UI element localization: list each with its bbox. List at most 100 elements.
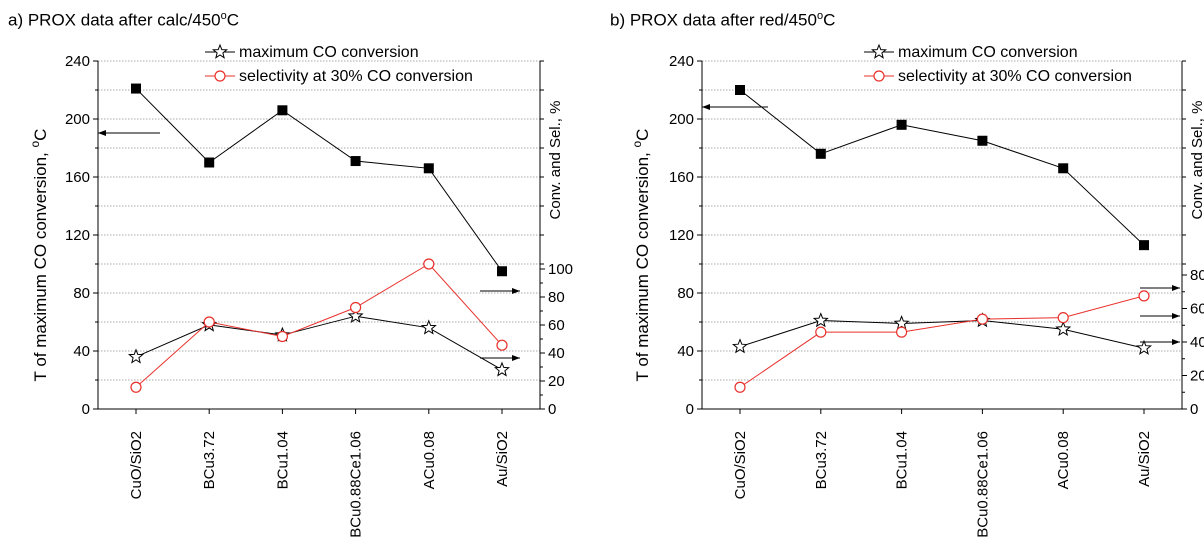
- right-tick-label: 40: [1190, 334, 1204, 351]
- series-line-open-star: [739, 320, 1145, 349]
- left-axis-title-unit: C: [31, 129, 50, 141]
- left-axis-title-unit: C: [633, 129, 652, 141]
- data-point-star: [347, 307, 364, 324]
- series-line-open-circle: [739, 295, 1145, 388]
- data-point-circle: [423, 258, 435, 270]
- data-point-square: [896, 119, 907, 130]
- left-axis-arrow-head: [98, 130, 106, 136]
- data-point-star: [731, 338, 749, 354]
- data-point-circle: [130, 381, 142, 393]
- data-point-circle: [496, 339, 508, 351]
- left-tick-label: 200: [669, 111, 694, 128]
- data-point-square: [497, 266, 507, 277]
- left-tick-label: 0: [82, 401, 90, 418]
- right-axis-arrow-head: [1172, 285, 1180, 291]
- right-tick-label: 20: [548, 373, 565, 390]
- left-tick-label: 40: [73, 343, 90, 360]
- right-tick-label: 0: [548, 401, 556, 418]
- x-tick-label: Au/SiO2: [1136, 431, 1153, 487]
- right-tick-label: 0: [1190, 401, 1198, 418]
- chart-title: b) PROX data after red/450oC: [610, 10, 836, 30]
- data-point-star: [420, 319, 437, 335]
- data-point-square: [1058, 163, 1069, 174]
- left-tick-label: 200: [65, 111, 90, 128]
- left-axis-title-sup: o: [630, 140, 644, 147]
- right-tick-label: 60: [1190, 301, 1204, 318]
- data-point-star: [893, 315, 910, 331]
- series-line-open-star: [135, 315, 503, 371]
- series-line-open-circle: [135, 263, 503, 388]
- left-tick-label: 120: [669, 227, 694, 244]
- legend-label: selectivity at 30% CO conversion: [239, 68, 473, 85]
- data-point-circle: [896, 326, 908, 338]
- left-tick-label: 240: [65, 53, 90, 70]
- x-tick-label: BCu0.88Ce1.06: [974, 431, 991, 538]
- left-axis-arrow-head: [702, 104, 710, 110]
- left-tick-label: 120: [65, 227, 90, 244]
- x-tick-label: ACu0.08: [421, 431, 438, 489]
- data-point-star: [1135, 339, 1153, 355]
- data-point-circle: [976, 313, 988, 325]
- legend-marker-star: [211, 43, 229, 59]
- data-point-star: [1055, 320, 1072, 336]
- data-point-circle: [734, 381, 746, 393]
- series-line-filled-square: [739, 89, 1145, 246]
- x-tick-label: CuO/SiO2: [128, 431, 145, 499]
- x-tick-label: BCu3.72: [201, 431, 218, 489]
- data-point-circle: [1057, 312, 1069, 324]
- legend-label: selectivity at 30% CO conversion: [898, 68, 1132, 85]
- right-tick-label: 80: [548, 289, 565, 306]
- x-tick-label: CuO/SiO2: [732, 431, 749, 499]
- right-tick-label: 80: [1190, 267, 1204, 284]
- data-point-star: [812, 312, 829, 328]
- data-point-square: [277, 105, 288, 116]
- legend-marker-star: [870, 43, 888, 59]
- right-axis-arrow-head: [512, 288, 520, 294]
- right-tick-label: 20: [1190, 368, 1204, 385]
- data-point-circle: [203, 316, 215, 328]
- data-point-circle: [1138, 290, 1150, 302]
- left-tick-label: 40: [677, 343, 694, 360]
- right-tick-label: 60: [548, 317, 565, 334]
- left-tick-label: 160: [65, 169, 90, 186]
- legend-marker-circle: [214, 70, 226, 82]
- x-tick-label: BCu1.04: [894, 431, 911, 489]
- data-point-square: [131, 83, 141, 94]
- legend-marker-circle: [873, 70, 885, 82]
- data-point-square: [423, 163, 434, 174]
- left-axis-title-text: T of maximum CO conversion,: [633, 147, 652, 381]
- series-line-filled-square: [135, 88, 503, 272]
- left-axis-title: T of maximum CO conversion, oC: [28, 129, 50, 382]
- left-axis-title-text: T of maximum CO conversion,: [31, 147, 50, 381]
- right-tick-label: 40: [548, 345, 565, 362]
- data-point-square: [735, 85, 745, 95]
- data-point-square: [204, 157, 215, 168]
- x-tick-label: BCu3.72: [813, 431, 830, 489]
- data-point-circle: [276, 330, 288, 343]
- data-point-square: [815, 148, 826, 159]
- right-axis-title: Conv. and Sel., %: [547, 101, 564, 220]
- data-point-star: [493, 361, 511, 377]
- left-tick-label: 160: [669, 169, 694, 186]
- chart-panel-b: b) PROX data after red/450oC 0 40 80 120 160…: [602, 0, 1204, 540]
- left-tick-label: 80: [73, 285, 90, 302]
- left-tick-label: 80: [677, 285, 694, 302]
- chart-title: a) PROX data after calc/450oC: [8, 10, 240, 30]
- data-point-square: [977, 135, 988, 146]
- right-axis-arrow-head: [1172, 339, 1180, 345]
- x-tick-label: BCu0.88Ce1.06: [348, 431, 365, 538]
- left-tick-label: 0: [686, 401, 694, 418]
- chart-panel-a: a) PROX data after calc/450oC 0 40 80 120 16…: [8, 10, 573, 538]
- left-tick-label: 240: [669, 53, 694, 70]
- legend-label: maximum CO conversion: [239, 44, 419, 61]
- data-point-star: [127, 348, 145, 364]
- data-point-circle: [350, 301, 362, 314]
- x-tick-label: BCu1.04: [274, 431, 291, 489]
- left-axis-title: T of maximum CO conversion, oC: [630, 129, 652, 382]
- right-axis-title: Conv. and Sel., %: [1189, 101, 1204, 220]
- legend-label: maximum CO conversion: [898, 44, 1078, 61]
- right-axis-arrow-head: [1172, 313, 1180, 319]
- right-axis-arrow-head: [512, 355, 520, 361]
